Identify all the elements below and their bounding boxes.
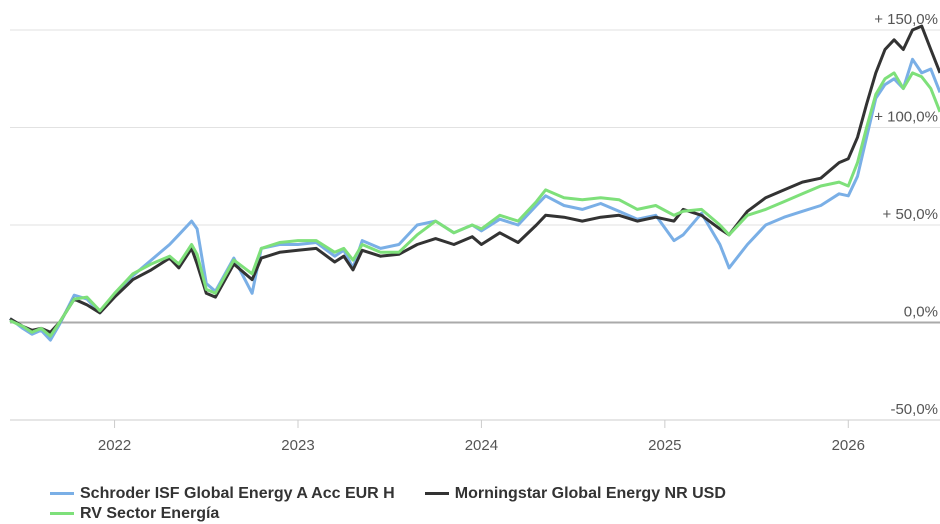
legend-swatch [424, 492, 449, 496]
legend-item: RV Sector Energía [50, 504, 219, 524]
x-tick-label: 2023 [281, 437, 314, 454]
legend-swatch [50, 492, 74, 496]
legend-item: Morningstar Global Energy NR USD [424, 484, 726, 504]
x-tick-label: 2025 [648, 437, 681, 454]
legend-label: Morningstar Global Energy NR USD [454, 485, 726, 502]
legend: Schroder ISF Global Energy A Acc EUR H Mo… [50, 484, 930, 524]
x-tick-label: 2024 [465, 437, 498, 454]
series-line [9, 24, 940, 334]
y-tick-label: + 150,0% [874, 11, 938, 28]
y-tick-label: + 100,0% [874, 109, 938, 126]
series-line [9, 71, 940, 338]
x-tick-label: 2026 [832, 437, 865, 454]
series-line [9, 57, 940, 342]
x-tick-label: 2022 [98, 437, 131, 454]
legend-label: Schroder ISF Global Energy A Acc EUR H [80, 485, 395, 502]
legend-label: RV Sector Energía [80, 505, 220, 522]
chart: -50,0% 0,0% + 50,0% + 100,0% + 150,0% 2022 202… [9, 11, 940, 454]
y-tick-label: -50,0% [890, 401, 938, 418]
y-tick-label: + 50,0% [883, 206, 938, 223]
legend-item: Schroder ISF Global Energy A Acc EUR H [50, 484, 395, 504]
legend-swatch [50, 512, 74, 516]
y-tick-label: 0,0% [904, 304, 938, 321]
